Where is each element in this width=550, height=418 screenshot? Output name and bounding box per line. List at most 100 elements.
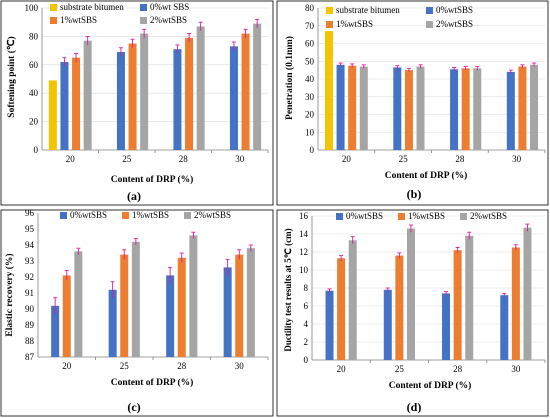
legend-label: 1%wtSBS (336, 19, 373, 29)
bar (453, 250, 462, 360)
y-tick-label: 10 (299, 265, 309, 275)
panel-d-plot: 0 2 4 6 8 10 12 14 16 20 25 28 30 0%wtSBS 1%wtSBS 2%wtS… (299, 211, 546, 374)
x-tick-label: 25 (399, 154, 409, 164)
panel-b-plot: 0 10 20 30 40 50 60 70 80 20 25 28 30 substrate bitum… (305, 3, 546, 164)
bar (359, 66, 368, 150)
legend-label: 1%wtSBS (132, 210, 169, 220)
panel-b-frame (276, 0, 549, 206)
panel-d-label: (d) (407, 400, 422, 414)
y-tick-label: 60 (305, 39, 315, 49)
bar (393, 67, 402, 150)
panel-d-ylabel: Ductility test results at 5℃ (cm) (283, 228, 293, 351)
bar (473, 68, 482, 150)
legend-label: 2%wtSBS (150, 15, 187, 25)
y-tick-label: 0 (310, 145, 315, 155)
panel-c-frame (0, 209, 274, 417)
y-tick-label: 40 (29, 88, 39, 98)
x-tick-label: 30 (235, 361, 245, 371)
bar (241, 33, 250, 151)
x-tick-label: 20 (342, 154, 352, 164)
x-tick-label: 20 (337, 364, 347, 374)
x-tick-label: 25 (120, 361, 130, 371)
x-tick-label: 20 (62, 361, 72, 371)
legend-swatch (140, 4, 147, 11)
y-tick-label: 40 (305, 74, 315, 84)
bar (74, 251, 83, 357)
panel-a-label: (a) (127, 189, 141, 203)
legend-label: 2%wtSBS (194, 210, 231, 220)
y-tick-label: 95 (25, 224, 35, 234)
legend-label: 1%wtSBS (408, 211, 445, 221)
bar (51, 305, 60, 357)
y-tick-label: 93 (25, 256, 35, 266)
bar (83, 40, 92, 150)
bar (442, 293, 451, 360)
y-tick-label: 10 (305, 127, 315, 137)
y-tick-label: 60 (29, 60, 39, 70)
y-tick-label: 89 (25, 320, 35, 330)
legend-swatch (60, 212, 67, 219)
y-tick-label: 20 (305, 110, 315, 120)
bar (48, 80, 57, 150)
panel-d-xlabel: Content of DRP (%) (389, 380, 472, 391)
bar (62, 275, 71, 357)
panel-a-xlabel: Content of DRP (%) (111, 174, 194, 185)
y-tick-label: 80 (305, 3, 315, 13)
panel-a-ylabel: Softening point (℃) (6, 36, 17, 117)
bar (128, 43, 137, 150)
bar (523, 227, 532, 360)
y-tick-label: 87 (25, 352, 35, 362)
y-tick-label: 30 (305, 92, 315, 102)
bar (223, 267, 232, 357)
x-tick-label: 30 (235, 154, 245, 164)
panel-c-plot: 87 88 89 90 91 92 93 94 95 96 20 25 28 30 0%wtSBS 1%wtS… (25, 208, 269, 371)
y-tick-label: 16 (299, 211, 309, 221)
bar (383, 289, 392, 360)
bar (324, 31, 333, 151)
x-tick-label: 25 (122, 154, 132, 164)
panel-b: Penetration (0.1mm) Content of DRP (%) (… (276, 0, 549, 206)
bar (500, 295, 509, 360)
panel-c: Elastic recovery (%) Content of DRP (%) … (0, 208, 274, 417)
y-tick-label: 20 (29, 117, 39, 127)
bar (116, 52, 125, 150)
y-tick-label: 0 (304, 355, 309, 365)
bar (60, 61, 69, 150)
bar (461, 68, 470, 150)
legend-swatch (326, 7, 333, 14)
legend-label: 2%wtSBS (436, 19, 473, 29)
bar (253, 23, 262, 150)
bar (120, 254, 129, 357)
bar (177, 257, 186, 357)
x-tick-label: 28 (453, 364, 463, 374)
panel-c-xlabel: Content of DRP (%) (111, 377, 194, 388)
bar (246, 248, 255, 357)
y-tick-label: 96 (25, 208, 35, 218)
panel-b-ylabel: Penetration (0.1mm) (284, 36, 295, 120)
bar (108, 289, 117, 357)
y-tick-label: 100 (25, 3, 39, 13)
y-tick-label: 80 (29, 31, 39, 41)
bar (395, 255, 404, 360)
x-tick-label: 28 (177, 361, 187, 371)
bar (416, 66, 425, 150)
legend-swatch (426, 21, 433, 28)
legend-label: 1%wtSBS (60, 15, 97, 25)
y-tick-label: 88 (25, 336, 35, 346)
panel-d-frame (276, 209, 549, 417)
bar (229, 46, 238, 151)
bar (166, 275, 175, 357)
y-tick-label: 90 (25, 304, 35, 314)
y-tick-label: 94 (25, 240, 35, 250)
legend-swatch (336, 213, 343, 220)
legend-swatch (184, 212, 191, 219)
y-tick-label: 2 (304, 337, 309, 347)
y-tick-label: 12 (299, 247, 308, 257)
y-tick-label: 50 (305, 56, 315, 66)
legend-label: 0%wtSBS (70, 210, 107, 220)
y-tick-label: 92 (25, 272, 34, 282)
bar (406, 228, 415, 360)
bar (196, 26, 205, 150)
x-tick-label: 20 (66, 154, 76, 164)
